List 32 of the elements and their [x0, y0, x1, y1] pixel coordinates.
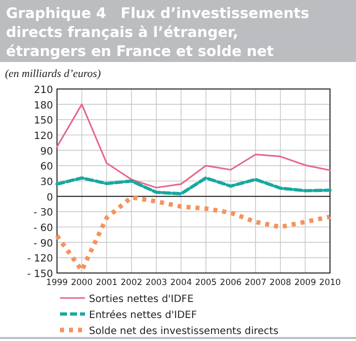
x-tick-label: 1999 — [46, 278, 68, 288]
x-tick-label: 2000 — [71, 278, 93, 288]
x-tick-label: 2010 — [319, 278, 341, 288]
legend-label: Solde net des investissements directs — [89, 326, 278, 337]
y-tick-label: - 60 — [33, 223, 53, 234]
y-tick-label: 90 — [40, 146, 53, 158]
y-tick-label: 180 — [34, 100, 53, 112]
x-tick-label: 2006 — [220, 278, 242, 288]
x-tick-label: 2008 — [270, 278, 292, 288]
chart-subtitle: (en milliards d’euros) — [5, 68, 102, 80]
x-tick-label: 2001 — [96, 278, 118, 288]
legend-label: Entrées nettes d'IDEF — [89, 310, 198, 321]
y-tick-label: 60 — [40, 162, 53, 173]
y-tick-label: - 120 — [27, 254, 53, 265]
y-tick-label: 0 — [46, 192, 53, 204]
x-tick-label: 2005 — [195, 278, 217, 288]
x-tick-label: 2007 — [244, 278, 266, 288]
y-tick-label: 120 — [34, 131, 53, 142]
y-tick-label: 210 — [34, 85, 53, 96]
x-tick-label: 2003 — [145, 278, 168, 288]
y-tick-label: 150 — [34, 116, 53, 127]
line-series — [55, 176, 332, 196]
line-series — [56, 104, 331, 188]
y-tick-label: - 150 — [27, 269, 53, 280]
x-tick-label: 2009 — [294, 278, 316, 288]
x-tick-label: 2004 — [170, 278, 192, 288]
y-tick-label: 30 — [40, 177, 53, 188]
y-tick-label: - 30 — [33, 208, 53, 219]
x-tick-label: 2002 — [120, 278, 142, 288]
legend-label: Sorties nettes d'IDFE — [89, 294, 194, 305]
chart-title: Graphique 4 Flux d’investissements directs français à l’étranger, étrangers en France et solde net — [6, 6, 310, 60]
y-tick-label: - 90 — [33, 238, 53, 250]
